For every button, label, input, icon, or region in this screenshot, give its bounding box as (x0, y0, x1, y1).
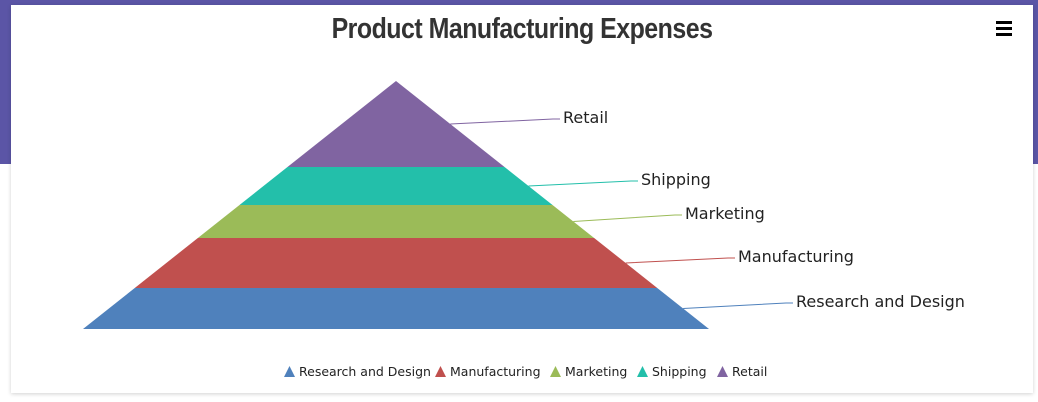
index-label-connector (683, 302, 793, 309)
legend-label: Manufacturing (450, 364, 541, 379)
pyramid-segment[interactable] (197, 205, 595, 238)
index-label: Manufacturing (738, 247, 854, 266)
legend-label: Marketing (565, 364, 627, 379)
menu-bar (996, 21, 1012, 24)
legend-marker (637, 366, 648, 377)
pyramid-segment[interactable] (287, 81, 505, 167)
pyramid-chart: Research and Design Manufacturing Marketin… (83, 81, 965, 379)
legend-marker (550, 366, 561, 377)
legend-label: Shipping (652, 364, 707, 379)
legend-item[interactable]: Shipping (637, 364, 707, 379)
legend-marker (717, 366, 728, 377)
index-label-connector (625, 257, 735, 264)
chart-title: Product Manufacturing Expenses (331, 13, 713, 45)
legend-label: Retail (732, 364, 767, 379)
index-label: Research and Design (796, 292, 965, 311)
pyramid-segment[interactable] (83, 288, 709, 329)
hamburger-menu-icon[interactable] (994, 19, 1014, 37)
legend-item[interactable]: Marketing (550, 364, 627, 379)
menu-bar (996, 27, 1012, 30)
pyramid-segment[interactable] (239, 167, 553, 205)
index-label: Marketing (685, 204, 765, 223)
index-label-connector (573, 214, 682, 222)
legend-label: Research and Design (299, 364, 431, 379)
index-label-connector (450, 118, 560, 125)
legend-marker (284, 366, 295, 377)
pyramid-segment[interactable] (134, 238, 658, 288)
index-label: Retail (563, 108, 608, 127)
index-label: Shipping (641, 170, 711, 189)
legend-marker (435, 366, 446, 377)
menu-bar (996, 33, 1012, 36)
legend-item[interactable]: Manufacturing (435, 364, 541, 379)
legend-item[interactable]: Retail (717, 364, 767, 379)
chart-container: Product Manufacturing Expenses Research … (11, 5, 1033, 393)
legend-item[interactable]: Research and Design (284, 364, 431, 379)
index-label-connector (528, 180, 638, 187)
